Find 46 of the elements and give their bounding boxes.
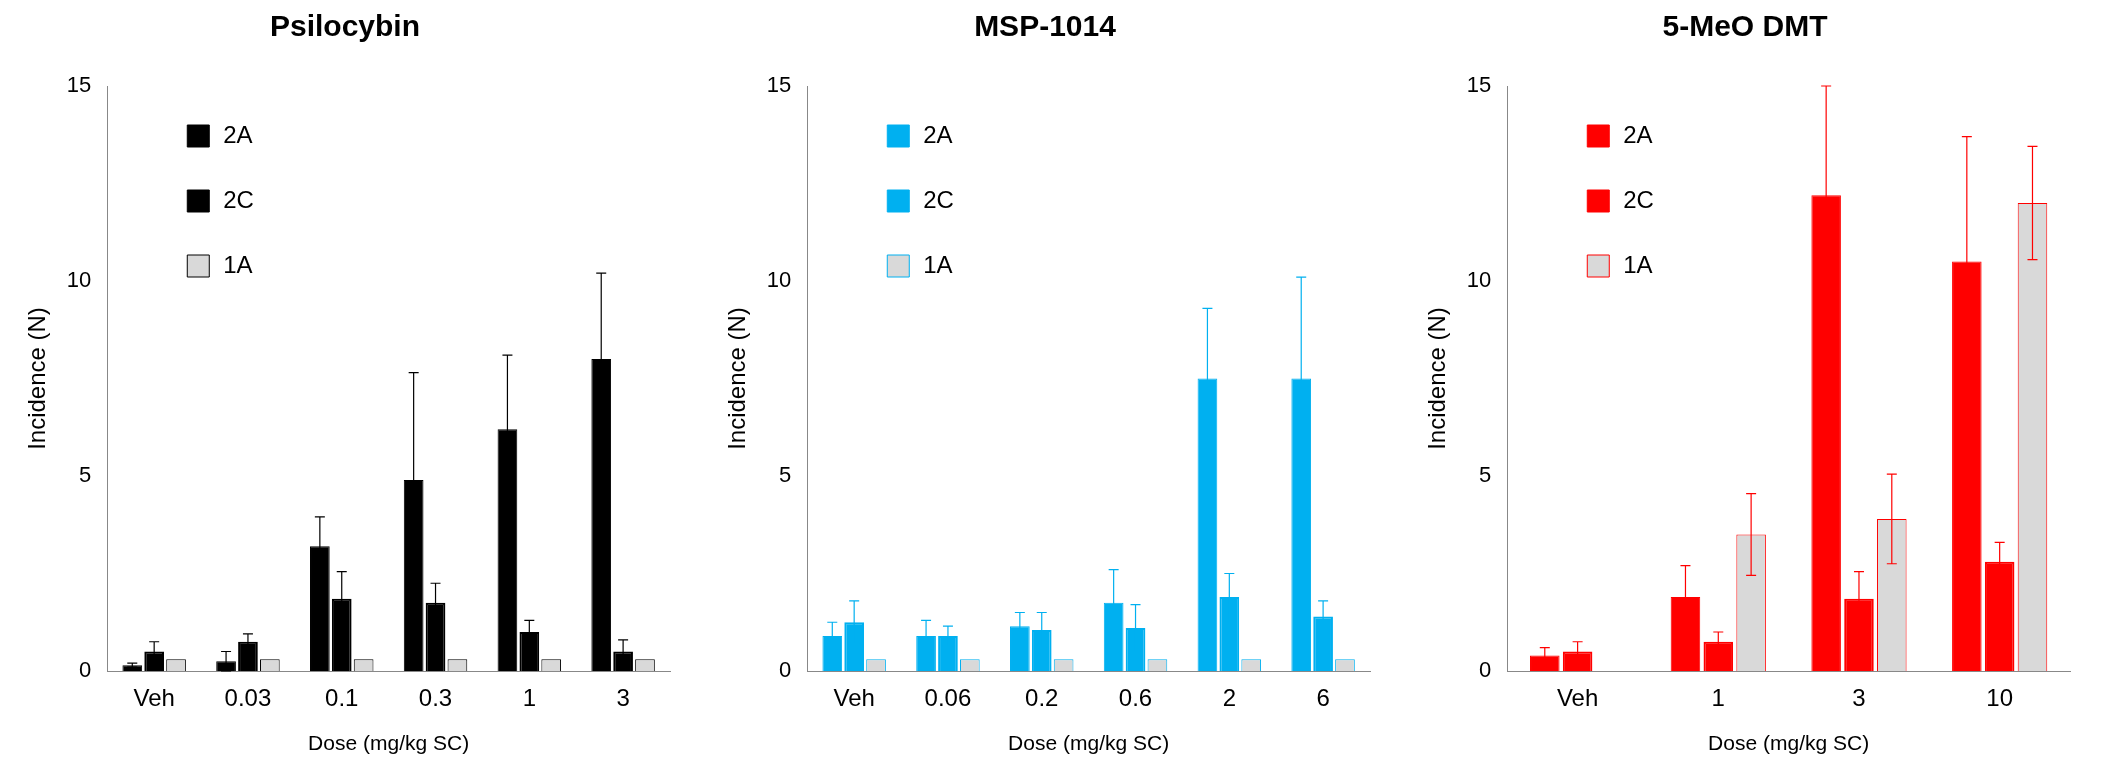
chart-title: MSP-1014 [974, 9, 1117, 43]
legend-label: 2A [223, 120, 253, 148]
x-tick-label: 0.2 [1025, 684, 1059, 712]
y-tick-label: 15 [766, 72, 792, 98]
x-tick-label: 2 [1222, 684, 1236, 712]
x-tick-label: Veh [833, 684, 875, 712]
y-tick-label: 5 [1479, 462, 1492, 488]
y-axis-title: Incidence (N) [1423, 307, 1451, 450]
x-tick-label: Veh [1556, 684, 1599, 712]
legend-label: 2A [1623, 120, 1653, 148]
x-tick-label: 1 [522, 684, 536, 712]
y-tick-label: 5 [79, 462, 92, 488]
legend-label: 2C [1623, 185, 1654, 213]
x-tick-label: 6 [1316, 684, 1330, 712]
legend-label: 1A [1623, 250, 1653, 278]
y-tick-label: 15 [1466, 72, 1492, 98]
legend-label: 2C [223, 185, 254, 213]
x-tick-label: 3 [616, 684, 630, 712]
y-tick-label: 5 [779, 462, 792, 488]
y-axis-title: Incidence (N) [23, 307, 51, 450]
x-tick-label: 0.1 [325, 684, 359, 712]
x-tick-label: 0.03 [224, 684, 272, 712]
x-axis-title: Dose (mg/kg SC) [1008, 731, 1170, 755]
y-tick-label: 10 [66, 267, 92, 293]
y-tick-label: 10 [766, 267, 792, 293]
y-tick-label: 0 [79, 657, 92, 683]
x-axis-title: Dose (mg/kg SC) [1708, 731, 1870, 755]
chart-title: Psilocybin [269, 9, 421, 43]
legend-label: 2A [923, 120, 953, 148]
legend-label: 2C [923, 185, 954, 213]
legend-label: 1A [223, 250, 253, 278]
y-tick-label: 10 [1466, 267, 1492, 293]
chart-title: 5-MeO DMT [1662, 9, 1828, 43]
x-tick-label: 0.6 [1118, 684, 1153, 712]
x-tick-label: 3 [1852, 684, 1866, 712]
y-tick-label: 15 [66, 72, 92, 98]
x-tick-label: 1 [1711, 684, 1725, 712]
x-axis-title: Dose (mg/kg SC) [308, 731, 470, 755]
x-tick-label: 0.3 [418, 684, 453, 712]
y-axis-title: Incidence (N) [723, 307, 751, 450]
legend-label: 1A [923, 250, 953, 278]
x-tick-label: 10 [1986, 684, 2014, 712]
y-tick-label: 0 [1479, 657, 1492, 683]
y-tick-label: 0 [779, 657, 792, 683]
x-tick-label: 0.06 [924, 684, 972, 712]
x-tick-label: Veh [133, 684, 175, 712]
